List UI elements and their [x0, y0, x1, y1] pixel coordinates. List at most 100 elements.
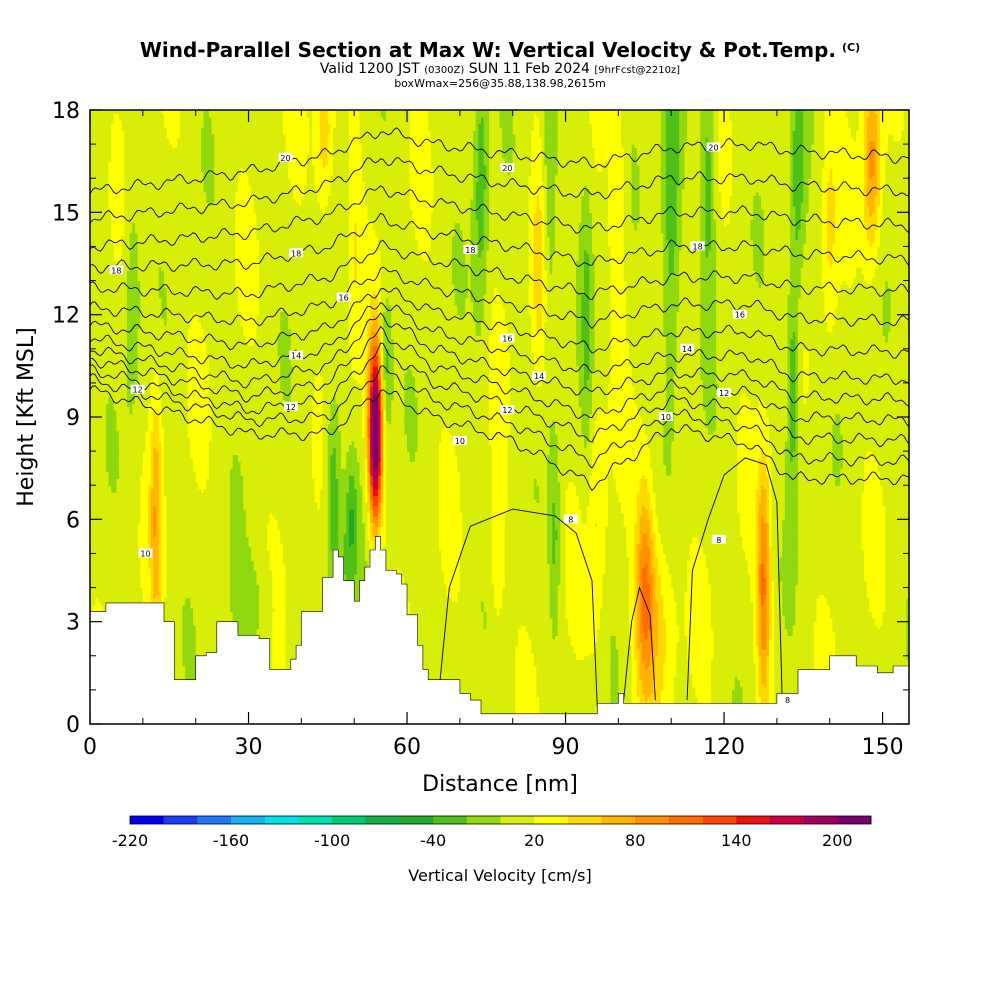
- velocity-cell: [148, 563, 154, 568]
- velocity-cell: [364, 553, 371, 558]
- velocity-cell: [650, 625, 654, 630]
- velocity-cell: [367, 386, 371, 391]
- velocity-cell: [90, 515, 141, 520]
- velocity-cell: [655, 495, 738, 500]
- velocity-cell: [269, 556, 284, 561]
- velocity-cell: [156, 410, 162, 415]
- velocity-cell: [90, 457, 107, 462]
- velocity-cell: [370, 413, 374, 418]
- velocity-cell: [739, 399, 752, 404]
- velocity-cell: [153, 481, 160, 486]
- velocity-cell: [340, 454, 347, 459]
- velocity-cell: [634, 536, 641, 541]
- velocity-cell: [383, 410, 387, 415]
- velocity-cell: [457, 590, 495, 595]
- velocity-cell: [758, 563, 762, 568]
- velocity-cell: [639, 597, 643, 602]
- velocity-cell: [663, 420, 675, 425]
- velocity-cell: [737, 413, 767, 418]
- velocity-cell: [552, 420, 556, 425]
- velocity-cell: [150, 553, 160, 558]
- velocity-cell: [761, 621, 767, 626]
- velocity-cell: [610, 365, 633, 370]
- velocity-cell: [798, 546, 863, 551]
- velocity-cell: [639, 621, 643, 626]
- velocity-cell: [377, 546, 384, 551]
- velocity-cell: [639, 584, 643, 589]
- velocity-cell: [533, 485, 540, 490]
- velocity-cell: [272, 597, 287, 602]
- velocity-cell: [533, 659, 612, 664]
- velocity-cell: [533, 359, 546, 364]
- velocity-cell: [148, 529, 152, 534]
- velocity-cell: [504, 580, 551, 585]
- velocity-cell: [652, 625, 659, 630]
- velocity-cell: [634, 614, 638, 619]
- velocity-cell: [330, 403, 339, 408]
- velocity-cell: [626, 536, 635, 541]
- velocity-cell: [150, 382, 160, 387]
- velocity-cell: [639, 608, 643, 613]
- velocity-cell: [549, 577, 561, 582]
- velocity-cell: [438, 532, 464, 537]
- velocity-cell: [354, 522, 358, 527]
- velocity-cell: [610, 662, 619, 667]
- velocity-cell: [576, 348, 585, 353]
- velocity-cell: [835, 638, 907, 643]
- velocity-cell: [644, 635, 649, 640]
- velocity-cell: [671, 440, 738, 445]
- velocity-cell: [187, 396, 210, 401]
- velocity-cell: [650, 563, 654, 568]
- velocity-cell: [798, 577, 865, 582]
- velocity-cell: [795, 611, 818, 616]
- velocity-cell: [148, 495, 152, 500]
- velocity-cell: [708, 570, 749, 575]
- velocity-cell: [547, 485, 561, 490]
- velocity-cell: [383, 451, 387, 456]
- velocity-cell: [761, 628, 767, 633]
- velocity-cell: [652, 481, 738, 486]
- velocity-cell: [335, 447, 342, 452]
- velocity-cell: [319, 498, 329, 503]
- velocity-cell: [198, 485, 207, 490]
- velocity-cell: [364, 451, 368, 456]
- velocity-cell: [747, 563, 757, 568]
- velocity-cell: [507, 464, 548, 469]
- velocity-cell: [628, 348, 667, 353]
- velocity-cell: [370, 457, 374, 462]
- velocity-cell: [187, 389, 210, 394]
- velocity-cell: [377, 423, 382, 428]
- velocity-cell: [586, 440, 596, 445]
- velocity-cell: [533, 655, 577, 660]
- velocity-cell: [108, 399, 115, 404]
- velocity-cell: [829, 608, 870, 613]
- velocity-cell: [798, 495, 863, 500]
- velocity-cell: [771, 590, 775, 595]
- velocity-cell: [253, 341, 279, 346]
- velocity-cell: [158, 474, 162, 479]
- velocity-cell: [163, 618, 184, 623]
- velocity-cell: [153, 457, 160, 462]
- velocity-cell: [267, 532, 281, 537]
- velocity-cell: [679, 625, 686, 630]
- velocity-cell: [615, 485, 641, 490]
- velocity-cell: [367, 437, 371, 442]
- velocity-cell: [462, 543, 493, 548]
- velocity-cell: [182, 645, 197, 650]
- velocity-cell: [377, 532, 382, 537]
- velocity-cell: [459, 584, 495, 589]
- velocity-cell: [642, 512, 649, 517]
- velocity-cell: [639, 519, 651, 524]
- velocity-cell: [842, 437, 909, 442]
- velocity-cell: [560, 485, 569, 490]
- velocity-cell: [557, 464, 593, 469]
- velocity-cell: [90, 420, 107, 425]
- velocity-cell: [330, 474, 337, 479]
- velocity-cell: [367, 515, 371, 520]
- velocity-cell: [533, 492, 540, 497]
- velocity-cell: [642, 614, 651, 619]
- velocity-cell: [594, 355, 612, 360]
- velocity-cell: [507, 348, 532, 353]
- velocity-cell: [663, 594, 675, 599]
- velocity-cell: [771, 553, 783, 558]
